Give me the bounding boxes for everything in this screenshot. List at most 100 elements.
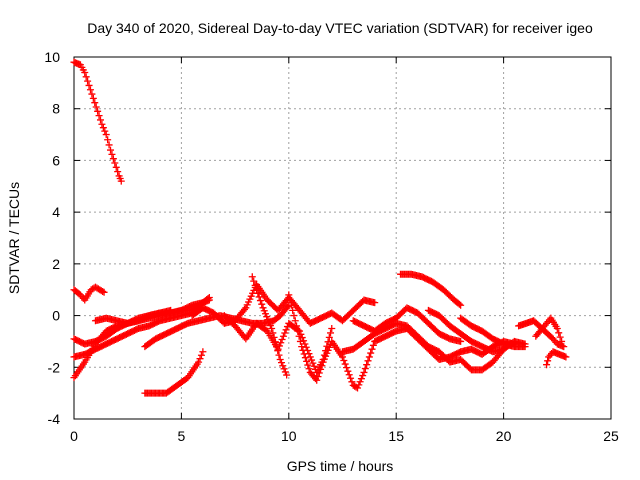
data-point bbox=[204, 295, 212, 303]
chart-title: Day 340 of 2020, Sidereal Day-to-day VTE… bbox=[87, 20, 593, 36]
data-point bbox=[360, 368, 368, 376]
series-arc-7 bbox=[141, 348, 207, 397]
data-point bbox=[279, 332, 287, 340]
x-tick-label: 25 bbox=[603, 428, 619, 444]
data-point bbox=[301, 354, 309, 362]
x-tick-label: 20 bbox=[496, 428, 512, 444]
y-tick-label: 4 bbox=[52, 204, 60, 220]
data-point bbox=[117, 177, 125, 185]
data-point bbox=[562, 353, 570, 361]
data-point bbox=[99, 124, 107, 132]
data-point bbox=[250, 277, 258, 285]
data-point bbox=[99, 287, 107, 295]
series-arc-17 bbox=[457, 314, 529, 351]
data-point bbox=[313, 376, 321, 384]
x-axis-label: GPS time / hours bbox=[287, 458, 394, 474]
data-point bbox=[556, 333, 564, 341]
data-point bbox=[367, 349, 375, 357]
series-arc-14 bbox=[349, 304, 465, 345]
data-point bbox=[371, 299, 379, 307]
data-point bbox=[279, 362, 287, 370]
data-point bbox=[354, 384, 362, 392]
data-point bbox=[102, 131, 110, 139]
tick-layer: 0 5 10 15 20 25 -4 -2 0 2 4 6 8 10 bbox=[44, 49, 619, 444]
data-point bbox=[457, 337, 465, 345]
data-point bbox=[270, 333, 278, 341]
data-point bbox=[325, 333, 333, 341]
data-point bbox=[283, 371, 291, 379]
data-point bbox=[96, 116, 104, 124]
data-point bbox=[363, 361, 371, 369]
data-point bbox=[101, 127, 109, 135]
data-point bbox=[85, 81, 93, 89]
series-arc-9 bbox=[188, 281, 379, 327]
data-point bbox=[284, 303, 292, 311]
data-point bbox=[293, 322, 301, 330]
data-point bbox=[296, 337, 304, 345]
data-point bbox=[355, 381, 363, 389]
data-point bbox=[254, 289, 262, 297]
data-point bbox=[369, 341, 377, 349]
data-point bbox=[348, 378, 356, 386]
data-point bbox=[455, 300, 463, 308]
data-point bbox=[277, 359, 285, 367]
data-point bbox=[268, 325, 276, 332]
data-point bbox=[258, 300, 266, 308]
data-point bbox=[278, 335, 286, 343]
data-point bbox=[282, 326, 290, 334]
data-point bbox=[109, 155, 117, 163]
data-point bbox=[543, 361, 551, 369]
data-point bbox=[89, 94, 97, 102]
data-point bbox=[277, 339, 285, 347]
data-point bbox=[364, 357, 372, 365]
data-point bbox=[107, 146, 115, 154]
y-tick-label: 10 bbox=[44, 49, 60, 65]
data-point bbox=[88, 90, 96, 98]
data-point bbox=[287, 301, 295, 309]
series-arc-6 bbox=[91, 293, 213, 327]
y-tick-label: -4 bbox=[48, 411, 61, 427]
data-point bbox=[356, 378, 364, 386]
data-point bbox=[343, 364, 351, 372]
data-point bbox=[94, 107, 102, 115]
y-tick-label: 8 bbox=[52, 101, 60, 117]
series-arc-11 bbox=[248, 273, 291, 379]
y-tick-label: 6 bbox=[52, 152, 60, 168]
data-point bbox=[544, 357, 552, 365]
data-point bbox=[553, 325, 561, 332]
data-point bbox=[91, 99, 99, 107]
series-arc-1 bbox=[70, 58, 125, 185]
data-point bbox=[310, 362, 318, 370]
data-point bbox=[286, 296, 294, 304]
data-point bbox=[298, 343, 306, 351]
data-point bbox=[304, 361, 312, 369]
data-point bbox=[281, 368, 289, 376]
data-point bbox=[273, 342, 281, 350]
data-point bbox=[95, 112, 103, 120]
data-point bbox=[205, 293, 213, 301]
data-point bbox=[285, 291, 293, 299]
data-point bbox=[327, 329, 335, 337]
data-point bbox=[318, 362, 326, 370]
data-point bbox=[196, 355, 204, 363]
data-point bbox=[291, 317, 299, 325]
data-point bbox=[289, 306, 297, 314]
data-point bbox=[300, 350, 308, 358]
data-point bbox=[92, 103, 100, 111]
data-point bbox=[98, 120, 106, 128]
grid-layer bbox=[74, 57, 611, 419]
data-point bbox=[197, 351, 205, 359]
data-point bbox=[281, 329, 289, 337]
data-point bbox=[111, 159, 119, 167]
data-point bbox=[558, 337, 566, 345]
series-arc-2 bbox=[70, 283, 108, 304]
data-point bbox=[290, 312, 298, 320]
data-point bbox=[256, 297, 264, 305]
data-point bbox=[457, 301, 465, 309]
y-axis-label: SDTVAR / TECUs bbox=[6, 182, 22, 294]
data-point bbox=[195, 358, 203, 366]
y-tick-label: -2 bbox=[48, 359, 61, 375]
data-point bbox=[317, 365, 325, 373]
